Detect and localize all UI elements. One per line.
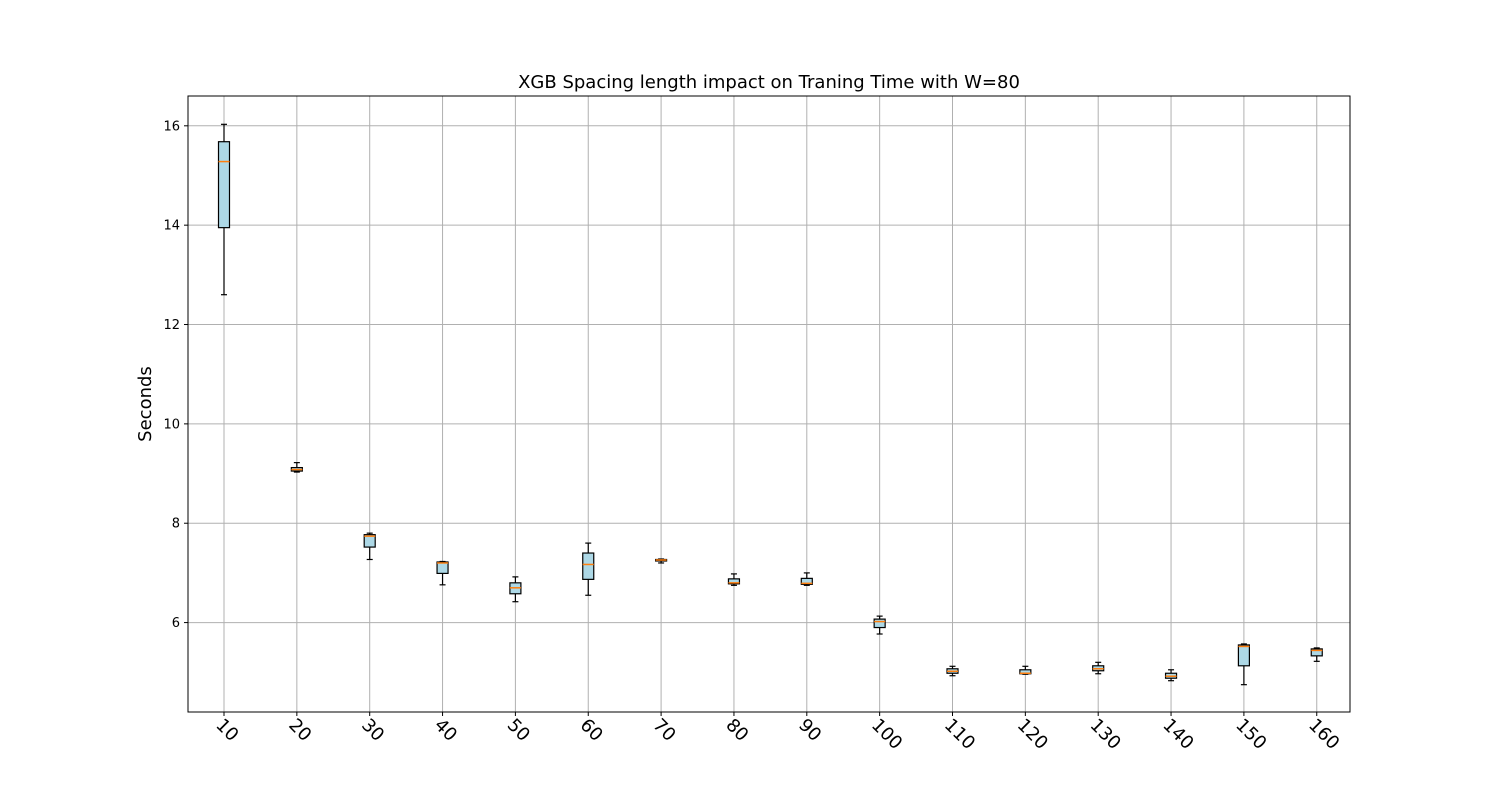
box-plot-item [290,462,303,473]
x-tick-label: 110 [940,715,979,754]
box-body [217,141,231,229]
box-plot-item [1237,643,1251,686]
x-tick-label: 20 [284,715,315,746]
box-plot-item [363,532,376,561]
box-body [1310,648,1323,657]
box-plot-item [1092,661,1105,675]
x-tick-label: 70 [649,715,680,746]
x-tick-label: 90 [794,715,825,746]
box-body [436,561,449,574]
x-tick-label: 60 [576,715,607,746]
box-plot-item [654,558,668,564]
x-tick-label: 30 [357,715,388,746]
box-plot-item [1019,665,1032,675]
y-tick-label: 10 [163,417,180,432]
y-tick-label: 16 [163,119,180,134]
box-plot-item [217,123,231,296]
x-tick-label: 50 [503,715,534,746]
y-tick-label: 8 [172,517,180,532]
box-body [800,577,813,585]
x-tick-label: 160 [1304,715,1343,754]
box-plot-item [1310,647,1323,662]
box-body [727,578,741,585]
x-tick-label: 140 [1159,715,1198,754]
x-tick-label: 80 [721,715,752,746]
box-body [1237,644,1251,667]
x-tick-label: 150 [1231,715,1270,754]
plot-frame [187,95,1351,713]
grid-layer [188,96,1350,712]
box-plot-item [582,542,595,596]
y-tick-label: 14 [163,219,180,234]
box-plot-item [873,615,886,635]
y-tick-label: 6 [172,616,180,631]
x-tick-label: 120 [1013,715,1052,754]
x-tick-label: 40 [430,715,461,746]
tick-layer: 6 8 10 12 14 16 10 20 30 40 50 60 70 80 90 100 110 120 130… [163,119,1343,754]
box-body [363,534,376,548]
box-plot-item [946,665,959,677]
box-plot-item [1164,669,1178,682]
chart-title: XGB Spacing length impact on Traning Tim… [518,72,1020,93]
box-body [873,618,886,629]
box-plot-item [436,560,449,586]
box-body [582,552,595,580]
box-plot-item [509,576,522,603]
y-axis-label: Seconds [135,366,156,442]
x-tick-label: 10 [211,715,242,746]
box-layer [217,123,1323,686]
box-plot-item [800,572,813,586]
x-tick-label: 100 [867,715,906,754]
y-tick-label: 12 [163,318,180,333]
x-tick-label: 130 [1086,715,1125,754]
box-plot-item [727,573,741,586]
